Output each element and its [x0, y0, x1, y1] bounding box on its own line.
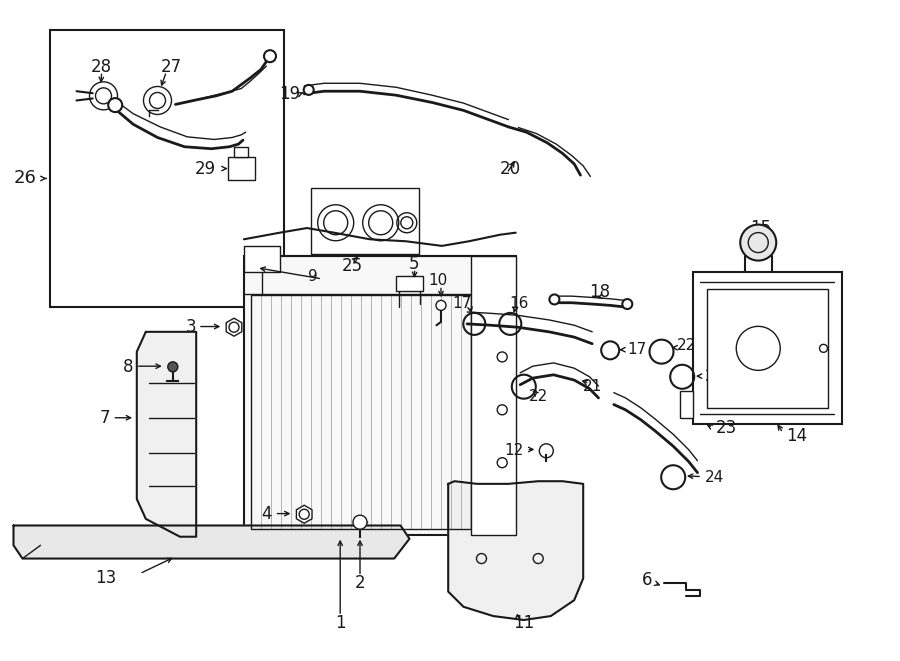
Circle shape — [353, 515, 367, 529]
Text: 4: 4 — [261, 505, 272, 524]
Text: 1: 1 — [335, 613, 346, 632]
Bar — [396, 276, 423, 291]
Text: 22: 22 — [677, 338, 696, 352]
Polygon shape — [137, 332, 196, 537]
Bar — [244, 256, 516, 535]
Text: 14: 14 — [786, 427, 806, 446]
Text: 3: 3 — [185, 318, 196, 336]
Text: 29: 29 — [194, 159, 216, 178]
Text: 21: 21 — [582, 379, 602, 394]
Circle shape — [436, 300, 446, 311]
Bar — [693, 272, 842, 424]
Bar — [244, 246, 280, 272]
Circle shape — [622, 299, 633, 309]
Text: 17: 17 — [627, 342, 646, 356]
Text: 20: 20 — [500, 159, 521, 178]
Circle shape — [740, 225, 776, 260]
Bar — [234, 147, 248, 157]
Text: 18: 18 — [589, 283, 610, 301]
Circle shape — [264, 50, 276, 62]
Polygon shape — [448, 481, 583, 620]
Circle shape — [820, 344, 827, 352]
Circle shape — [108, 98, 122, 112]
Text: 23: 23 — [716, 419, 737, 438]
Bar — [310, 188, 419, 254]
Text: 19: 19 — [279, 85, 301, 103]
Text: 12: 12 — [505, 443, 524, 457]
Bar — [680, 391, 693, 418]
Circle shape — [303, 85, 314, 95]
Circle shape — [549, 294, 560, 305]
Text: 24: 24 — [705, 470, 724, 485]
Polygon shape — [14, 525, 410, 559]
Text: 9: 9 — [309, 269, 318, 284]
Text: 5: 5 — [409, 255, 419, 274]
Text: 7: 7 — [99, 408, 110, 427]
Text: 11: 11 — [513, 613, 535, 632]
Text: 13: 13 — [95, 569, 117, 588]
Text: 17: 17 — [452, 296, 472, 311]
Text: 27: 27 — [160, 58, 182, 77]
Text: 8: 8 — [122, 358, 133, 376]
Bar — [471, 256, 516, 535]
Bar — [251, 295, 471, 529]
Text: 24: 24 — [705, 369, 724, 384]
Bar — [706, 289, 828, 408]
Text: 22: 22 — [528, 389, 548, 404]
Text: 25: 25 — [342, 256, 364, 275]
Bar — [228, 157, 255, 180]
Bar — [50, 30, 284, 307]
Text: 2: 2 — [355, 574, 365, 592]
Circle shape — [167, 362, 178, 372]
Text: 6: 6 — [642, 571, 652, 590]
Text: 10: 10 — [428, 274, 448, 288]
Text: 15: 15 — [750, 219, 771, 237]
Text: 16: 16 — [509, 296, 529, 311]
Text: 28: 28 — [91, 58, 112, 77]
Text: 26: 26 — [14, 169, 37, 188]
